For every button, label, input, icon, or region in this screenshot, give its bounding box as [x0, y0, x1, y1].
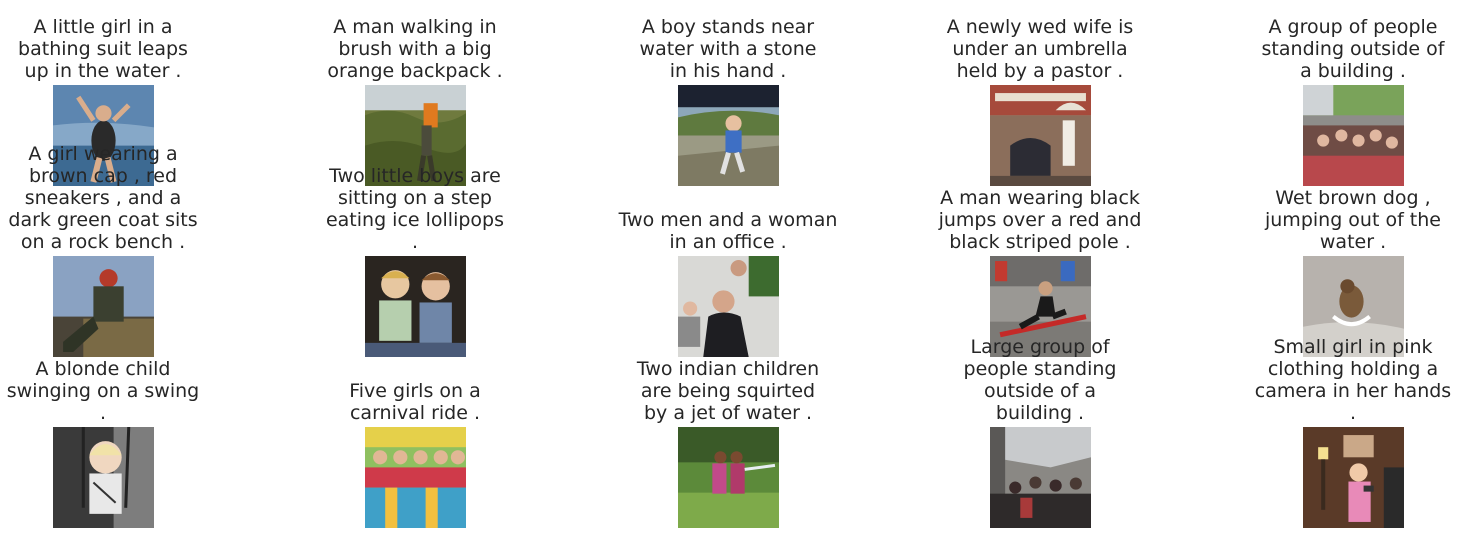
- thumbnail-image: [678, 256, 779, 357]
- photo-child-swing: [53, 427, 154, 528]
- image-caption: A man walking in brush with a big orange…: [327, 16, 503, 82]
- image-caption: A blonde child swinging on a swing .: [6, 358, 200, 424]
- photo-girl-camera: [1303, 427, 1404, 528]
- image-caption: Two indian children are being squirted b…: [636, 358, 820, 424]
- photo-carnival-ride: [365, 427, 466, 528]
- photo-man-brush: [365, 85, 466, 186]
- thumbnail-image: [678, 85, 779, 186]
- photo-girl-water: [53, 85, 154, 186]
- photo-two-boys: [365, 256, 466, 357]
- image-caption: Five girls on a carnival ride .: [349, 380, 481, 424]
- photo-office: [678, 256, 779, 357]
- photo-boy-water: [678, 85, 779, 186]
- photo-children-water: [678, 427, 779, 528]
- photo-wet-dog: [1303, 256, 1404, 357]
- image-caption: A man wearing black jumps over a red and…: [938, 187, 1142, 253]
- photo-wedding-umbrella: [990, 85, 1091, 186]
- thumbnail-image: [1303, 427, 1404, 528]
- thumbnail-image: [1303, 85, 1404, 186]
- thumbnail-image: [53, 85, 154, 186]
- photo-crowd-station: [990, 427, 1091, 528]
- thumbnail-image: [365, 256, 466, 357]
- thumbnail-image: [678, 427, 779, 528]
- image-caption: Two men and a woman in an office .: [618, 209, 838, 253]
- photo-man-jumping: [990, 256, 1091, 357]
- image-caption: Small girl in pink clothing holding a ca…: [1254, 336, 1452, 424]
- thumbnail-image: [990, 256, 1091, 357]
- thumbnail-image: [365, 427, 466, 528]
- image-caption: A newly wed wife is under an umbrella he…: [946, 16, 1134, 82]
- thumbnail-image: [53, 427, 154, 528]
- image-caption: Large group of people standing outside o…: [963, 336, 1117, 424]
- thumbnail-image: [990, 85, 1091, 186]
- image-caption: A group of people standing outside of a …: [1261, 16, 1445, 82]
- photo-crowd-building: [1303, 85, 1404, 186]
- thumbnail-image: [365, 85, 466, 186]
- image-caption: A boy stands near water with a stone in …: [639, 16, 817, 82]
- image-caption: Wet brown dog , jumping out of the water…: [1264, 187, 1441, 253]
- image-caption: Two little boys are sitting on a step ea…: [325, 165, 505, 253]
- photo-girl-rock-bench: [53, 256, 154, 357]
- thumbnail-image: [990, 427, 1091, 528]
- thumbnail-image: [1303, 256, 1404, 357]
- image-caption: A little girl in a bathing suit leaps up…: [18, 16, 188, 82]
- image-caption: A girl wearing a brown cap , red sneaker…: [8, 143, 198, 253]
- thumbnail-image: [53, 256, 154, 357]
